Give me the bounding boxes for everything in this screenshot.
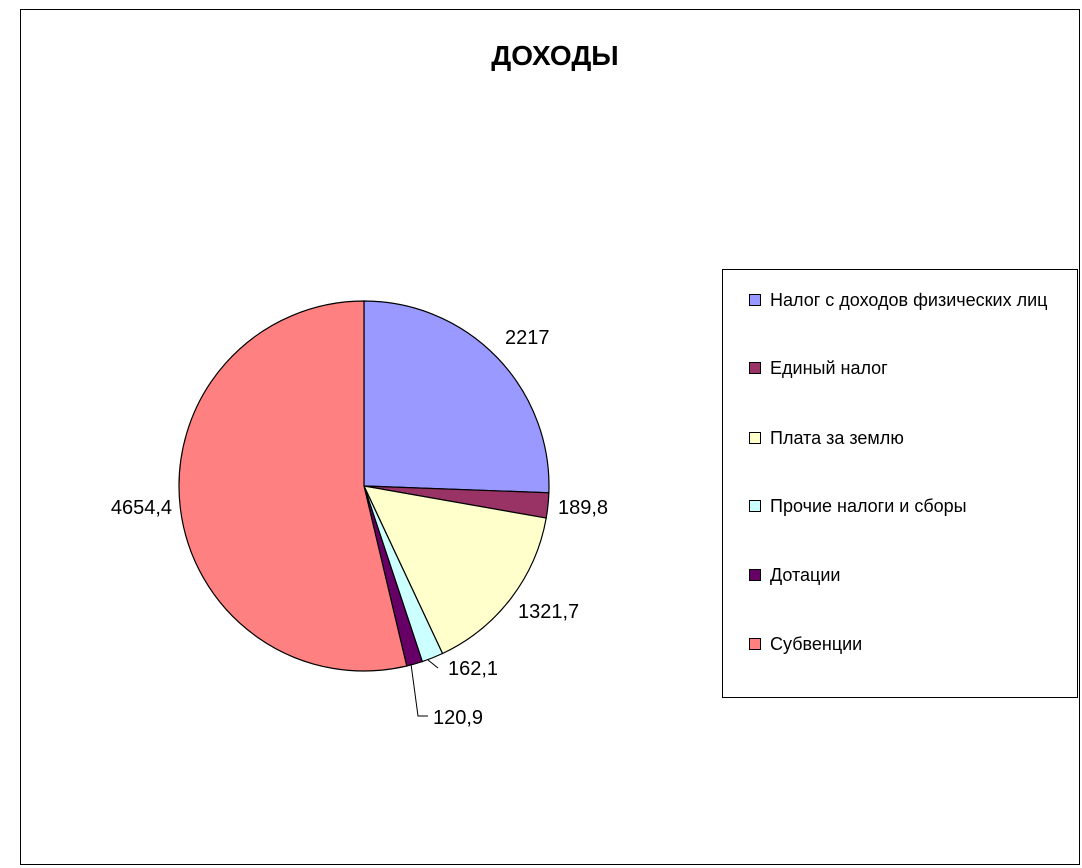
legend-label-1: Налог с доходов физических лиц: [770, 290, 1048, 310]
data-label-1: 2217: [505, 327, 550, 349]
legend-label-5: Дотации: [770, 565, 841, 585]
legend-swatch-5: [749, 569, 761, 581]
leader-line-5: [410, 663, 428, 717]
legend-label-4: Прочие налоги и сборы: [770, 496, 967, 516]
data-label-2: 189,8: [558, 497, 608, 519]
legend-swatch-3: [749, 432, 761, 444]
data-label-5: 120,9: [433, 707, 483, 729]
data-label-4: 162,1: [448, 658, 498, 680]
chart-title: ДОХОДЫ: [491, 40, 619, 71]
legend-item-1: Налог с доходов физических лиц: [749, 288, 1069, 312]
legend-item-2: Единый налог: [749, 356, 1069, 380]
legend-item-3: Плата за землю: [749, 426, 1069, 450]
data-label-3: 1321,7: [518, 601, 579, 623]
data-label-6: 4654,4: [111, 497, 172, 519]
legend-swatch-2: [749, 362, 761, 374]
legend-item-6: Субвенции: [749, 632, 1069, 656]
leader-line-4: [427, 659, 439, 669]
legend-swatch-4: [749, 500, 761, 512]
legend-label-6: Субвенции: [770, 634, 863, 654]
legend-item-4: Прочие налоги и сборы: [749, 494, 1069, 518]
legend-label-3: Плата за землю: [770, 428, 904, 448]
legend-swatch-1: [749, 294, 761, 306]
pie-slice-3: [362, 485, 547, 655]
legend-item-5: Дотации: [749, 563, 1069, 587]
pie-slice-1: [363, 300, 550, 494]
legend-label-2: Единый налог: [770, 358, 888, 378]
legend: Налог с доходов физических лиц Единый на…: [722, 269, 1078, 698]
legend-swatch-6: [749, 638, 761, 650]
pie-slice-6: [178, 300, 408, 672]
